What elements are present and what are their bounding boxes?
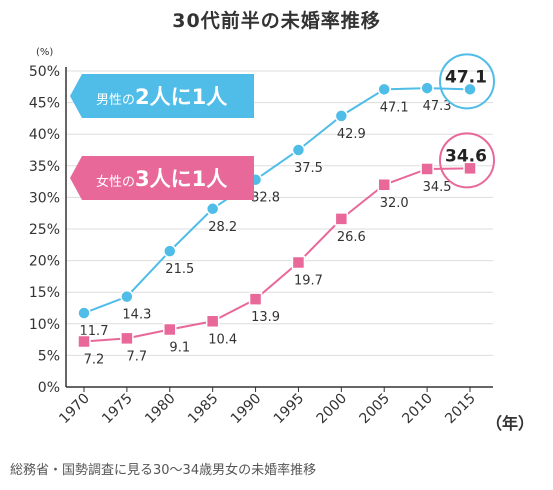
x-tick-label: 1980 xyxy=(142,391,179,428)
x-axis-unit: （年） xyxy=(486,414,534,433)
female-data-point xyxy=(420,162,434,176)
male-data-point xyxy=(291,143,306,157)
female-series-line xyxy=(83,167,471,343)
female-highlight-circle xyxy=(439,132,495,189)
male-data-label: 32.8 xyxy=(251,191,280,206)
female-data-point xyxy=(163,322,177,337)
y-tick-label: 20% xyxy=(29,254,60,270)
female-data-label: 26.6 xyxy=(337,230,366,245)
x-tick-label: 2015 xyxy=(442,391,479,428)
y-tick-label: 0% xyxy=(38,380,60,396)
x-tick-label: 2010 xyxy=(399,391,436,428)
y-axis-unit: (%) xyxy=(36,47,53,58)
male-series-line xyxy=(83,87,471,314)
male-data-label: 42.9 xyxy=(337,127,366,142)
male-data-point xyxy=(334,109,349,123)
male-data-point xyxy=(205,202,220,216)
male-data-point xyxy=(420,81,434,95)
female-data-point xyxy=(463,161,477,176)
y-tick-label: 5% xyxy=(38,348,60,364)
female-data-label: 7.2 xyxy=(84,352,105,367)
female-data-label: 10.4 xyxy=(208,332,237,347)
female-banner-prefix: 女性の xyxy=(96,174,135,190)
x-tick-label: 2000 xyxy=(314,391,351,428)
x-tick-label: 2005 xyxy=(357,391,394,428)
female-data-label: 32.0 xyxy=(380,196,409,211)
female-data-point xyxy=(77,334,91,349)
female-banner-text: 女性の3人に1人 xyxy=(96,167,227,191)
y-tick-label: 35% xyxy=(29,159,60,175)
male-data-point xyxy=(120,289,134,304)
y-tick-label: 45% xyxy=(29,96,60,112)
female-banner xyxy=(70,156,254,200)
y-tick-label: 30% xyxy=(29,190,60,206)
chart-title: 30代前半の未婚率推移 xyxy=(172,10,381,32)
x-tick-label: 1970 xyxy=(56,391,93,428)
male-data-label: 28.2 xyxy=(208,220,237,235)
female-data-point xyxy=(377,178,391,192)
female-data-point xyxy=(120,331,134,346)
male-banner-prefix: 男性の xyxy=(96,93,135,108)
female-banner-headline: 3人に1人 xyxy=(135,167,227,191)
female-data-label: 19.7 xyxy=(294,273,323,288)
male-highlight-circle xyxy=(439,53,495,110)
female-data-label: 13.9 xyxy=(251,310,280,325)
y-tick-label: 15% xyxy=(29,285,60,301)
x-tick-label: 1990 xyxy=(228,391,265,428)
male-highlight-label: 47.1 xyxy=(445,67,487,87)
y-tick-label: 25% xyxy=(29,222,60,238)
female-data-label: 34.5 xyxy=(423,180,452,195)
female-data-point xyxy=(334,212,349,226)
x-tick-label: 1975 xyxy=(99,391,136,428)
source-note: 総務省・国勢調査に見る30～34歳男女の未婚率推移 xyxy=(10,463,317,478)
female-data-label: 7.7 xyxy=(127,349,148,364)
male-data-point xyxy=(463,82,477,97)
male-data-point xyxy=(163,244,177,258)
male-banner-headline: 2人に1人 xyxy=(135,85,227,109)
male-banner-text: 男性の2人に1人 xyxy=(96,85,227,109)
y-tick-label: 10% xyxy=(29,317,60,333)
x-tick-label: 1985 xyxy=(185,391,222,428)
female-data-label: 9.1 xyxy=(169,340,190,355)
male-data-label: 47.1 xyxy=(380,100,409,115)
male-data-label: 47.3 xyxy=(423,99,452,114)
female-data-point xyxy=(291,255,306,270)
male-data-label: 14.3 xyxy=(122,308,151,323)
male-data-point xyxy=(377,82,391,97)
y-tick-label: 40% xyxy=(29,127,60,143)
male-data-point xyxy=(77,306,91,320)
male-banner xyxy=(70,74,254,118)
male-data-label: 37.5 xyxy=(294,161,323,176)
male-data-label: 21.5 xyxy=(165,262,194,277)
y-tick-label: 50% xyxy=(29,64,60,80)
female-data-point xyxy=(205,314,220,329)
female-data-point xyxy=(248,292,263,306)
x-tick-label: 1995 xyxy=(271,391,308,428)
female-highlight-label: 34.6 xyxy=(445,146,487,166)
